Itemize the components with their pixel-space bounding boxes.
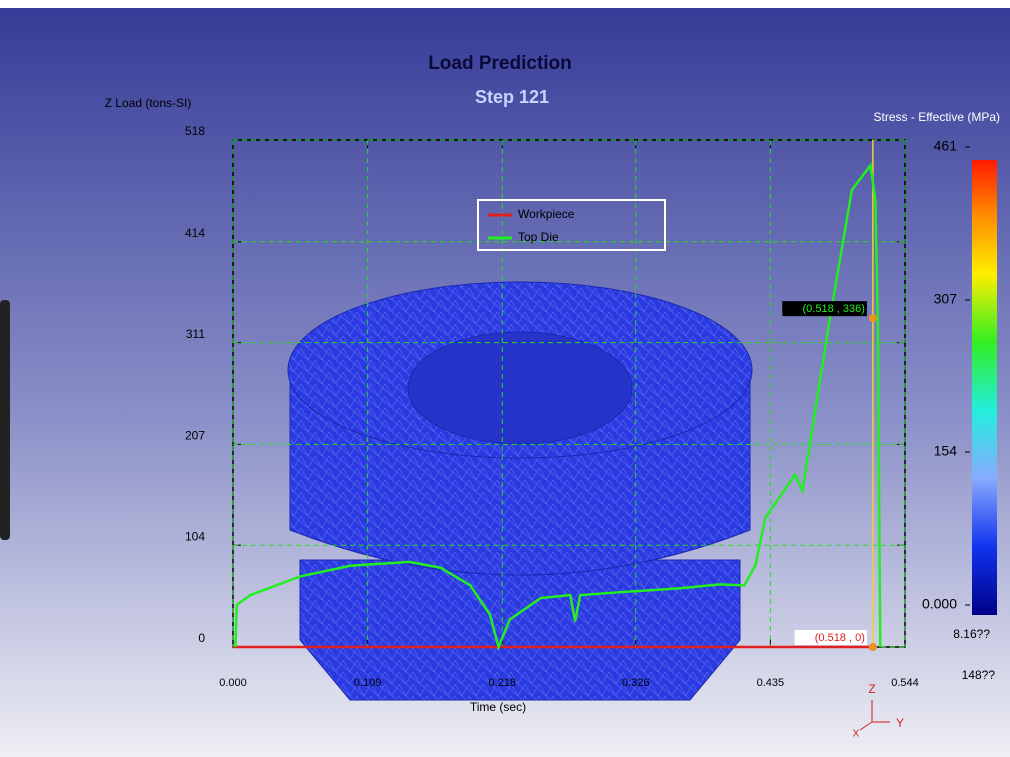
y-tick-label: 518 bbox=[185, 124, 205, 138]
y-tick-label: 104 bbox=[185, 529, 205, 543]
legend-label: Top Die bbox=[518, 230, 559, 244]
x-tick-label: 0.544 bbox=[891, 677, 919, 689]
colorbar-tick-label: 0.000 bbox=[922, 596, 957, 612]
x-tick-label: 0.000 bbox=[219, 677, 247, 689]
x-tick-label: 0.435 bbox=[757, 677, 785, 689]
top-border bbox=[0, 0, 1010, 8]
colorbar-extra-label: 148?? bbox=[962, 668, 996, 682]
page: {"chart_data": { "type": "line", "title"… bbox=[0, 0, 1010, 757]
y-tick-label: 311 bbox=[186, 327, 205, 341]
workpiece-model bbox=[288, 282, 752, 700]
triad-label: Y bbox=[896, 716, 904, 730]
colorbar bbox=[972, 160, 997, 615]
colorbar-tick-label: 461 bbox=[934, 138, 958, 154]
annotation-marker bbox=[869, 643, 877, 651]
x-tick-label: 0.218 bbox=[489, 677, 517, 689]
colorbar-tick-label: 307 bbox=[934, 291, 958, 307]
y-tick-label: 414 bbox=[185, 226, 205, 240]
y-axis-label: Z Load (tons-SI) bbox=[105, 96, 192, 110]
chart-title: Load Prediction bbox=[428, 53, 572, 74]
annotation-label: (0.518 , 336) bbox=[803, 303, 865, 315]
y-tick-label: 0 bbox=[198, 631, 205, 645]
colorbar-tick-label: 154 bbox=[934, 443, 958, 459]
x-tick-label: 0.326 bbox=[622, 677, 650, 689]
colorbar-title: Stress - Effective (MPa) bbox=[874, 110, 1000, 124]
side-handle bbox=[0, 300, 10, 540]
bore bbox=[408, 332, 632, 444]
triad-label: X bbox=[853, 729, 860, 740]
y-tick-label: 207 bbox=[185, 429, 205, 443]
chart-subtitle: Step 121 bbox=[475, 87, 549, 107]
legend-label: Workpiece bbox=[518, 207, 575, 221]
screen: Load Prediction Step 121 Z Load (tons-SI… bbox=[0, 0, 1010, 757]
annotation-marker bbox=[869, 314, 877, 322]
triad-label: Z bbox=[868, 682, 875, 696]
x-tick-label: 0.109 bbox=[354, 677, 382, 689]
annotation-label: (0.518 , 0) bbox=[815, 632, 865, 644]
x-axis-label: Time (sec) bbox=[470, 700, 526, 714]
colorbar-min-label: 8.16?? bbox=[953, 627, 990, 641]
